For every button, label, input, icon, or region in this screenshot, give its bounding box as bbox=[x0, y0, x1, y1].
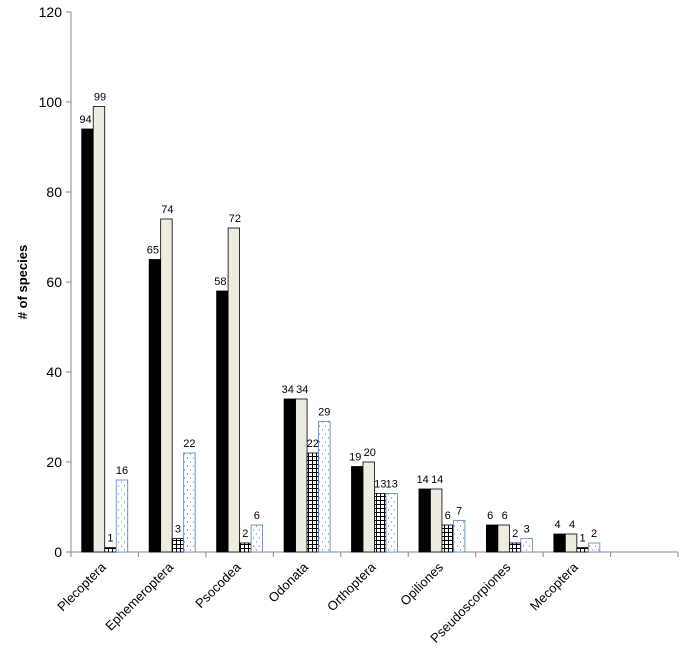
bar-plecoptera-series-1 bbox=[81, 128, 94, 553]
bar-ephemeroptera-series-1 bbox=[148, 259, 162, 553]
category-label-ephemeroptera: Ephemeroptera bbox=[102, 559, 177, 634]
bar-pseudoscorpiones-series-1 bbox=[485, 524, 499, 553]
data-label: 7 bbox=[456, 506, 462, 518]
x-axis-ticks bbox=[70, 552, 679, 557]
y-tick-label: 0 bbox=[54, 544, 62, 560]
bar-odonata-series-3 bbox=[306, 452, 319, 553]
y-tick-label: 60 bbox=[46, 274, 62, 290]
y-tick-label: 120 bbox=[39, 4, 63, 20]
bar-opiliones-series-3 bbox=[441, 524, 454, 553]
bar-opiliones-series-1 bbox=[418, 488, 431, 553]
bar-orthoptera-series-3 bbox=[374, 493, 387, 553]
bar-orthoptera-series-4 bbox=[385, 493, 398, 553]
data-label: 22 bbox=[307, 438, 319, 450]
data-label: 4 bbox=[555, 519, 561, 531]
category-label-opiliones: Opiliones bbox=[397, 559, 446, 608]
bar-plecoptera-series-3 bbox=[104, 547, 117, 553]
data-label: 1 bbox=[107, 533, 113, 545]
category-label-orthoptera: Orthoptera bbox=[324, 559, 379, 614]
y-axis-title: # of species bbox=[15, 245, 30, 319]
data-label: 94 bbox=[79, 114, 91, 126]
bar-odonata-series-4 bbox=[318, 421, 331, 553]
bar-mecoptera-series-1 bbox=[553, 533, 566, 553]
data-label: 6 bbox=[254, 510, 260, 522]
data-label: 19 bbox=[349, 452, 361, 464]
data-label: 14 bbox=[431, 474, 443, 486]
y-tick-label: 40 bbox=[46, 364, 62, 380]
y-axis-ticks: 0 20 40 60 80 100 120 bbox=[39, 4, 71, 560]
data-label: 99 bbox=[94, 92, 106, 104]
data-label: 3 bbox=[524, 524, 530, 536]
bar-pseudoscorpiones-series-4 bbox=[520, 538, 533, 553]
bar-ephemeroptera-series-4 bbox=[183, 452, 196, 553]
bar-odonata-series-2 bbox=[295, 398, 308, 553]
bar-mecoptera-series-3 bbox=[576, 547, 589, 553]
category-label-mecoptera: Mecoptera bbox=[527, 559, 582, 614]
category-label-plecoptera: Plecoptera bbox=[54, 559, 109, 614]
category-label-psocodea: Psocodea bbox=[192, 559, 244, 611]
data-label: 72 bbox=[229, 213, 241, 225]
bar-opiliones-series-4 bbox=[453, 520, 466, 553]
bar-psocodea-series-2 bbox=[227, 227, 241, 553]
data-label: 2 bbox=[242, 528, 248, 540]
bar-odonata-series-1 bbox=[283, 398, 296, 553]
bar-plecoptera-series-4 bbox=[115, 479, 129, 553]
y-tick-label: 20 bbox=[46, 454, 62, 470]
bars bbox=[81, 106, 601, 553]
data-label: 3 bbox=[175, 524, 181, 536]
data-label: 34 bbox=[282, 384, 294, 396]
bar-pseudoscorpiones-series-3 bbox=[508, 542, 522, 553]
data-label: 58 bbox=[214, 276, 226, 288]
bar-psocodea-series-1 bbox=[216, 290, 229, 553]
data-label: 14 bbox=[417, 474, 429, 486]
bar-pseudoscorpiones-series-2 bbox=[497, 524, 510, 553]
data-label: 2 bbox=[512, 528, 518, 540]
data-label: 6 bbox=[487, 510, 493, 522]
data-label: 20 bbox=[364, 447, 376, 459]
bar-opiliones-series-2 bbox=[430, 488, 443, 553]
bar-psocodea-series-4 bbox=[250, 524, 264, 553]
data-label: 6 bbox=[445, 510, 451, 522]
data-label: 16 bbox=[116, 465, 128, 477]
bar-plecoptera-series-2 bbox=[92, 106, 106, 553]
data-label: 2 bbox=[591, 528, 597, 540]
data-label: 74 bbox=[161, 204, 173, 216]
data-label: 13 bbox=[386, 479, 398, 491]
data-label: 13 bbox=[374, 479, 386, 491]
data-label: 4 bbox=[569, 519, 575, 531]
category-label-odonata: Odonata bbox=[265, 559, 311, 605]
y-tick-label: 100 bbox=[39, 94, 63, 110]
bar-orthoptera-series-2 bbox=[362, 461, 375, 553]
data-label: 6 bbox=[502, 510, 508, 522]
bar-mecoptera-series-4 bbox=[587, 542, 601, 553]
bar-ephemeroptera-series-2 bbox=[160, 218, 173, 553]
data-label: 65 bbox=[147, 245, 159, 257]
data-label: 29 bbox=[318, 407, 330, 419]
y-tick-label: 80 bbox=[46, 184, 62, 200]
bar-psocodea-series-3 bbox=[239, 542, 252, 553]
data-label: 1 bbox=[580, 533, 586, 545]
data-label: 34 bbox=[296, 384, 308, 396]
data-label: 22 bbox=[183, 438, 195, 450]
bar-orthoptera-series-1 bbox=[351, 466, 364, 553]
bar-mecoptera-series-2 bbox=[564, 533, 578, 553]
bar-ephemeroptera-series-3 bbox=[171, 538, 185, 553]
